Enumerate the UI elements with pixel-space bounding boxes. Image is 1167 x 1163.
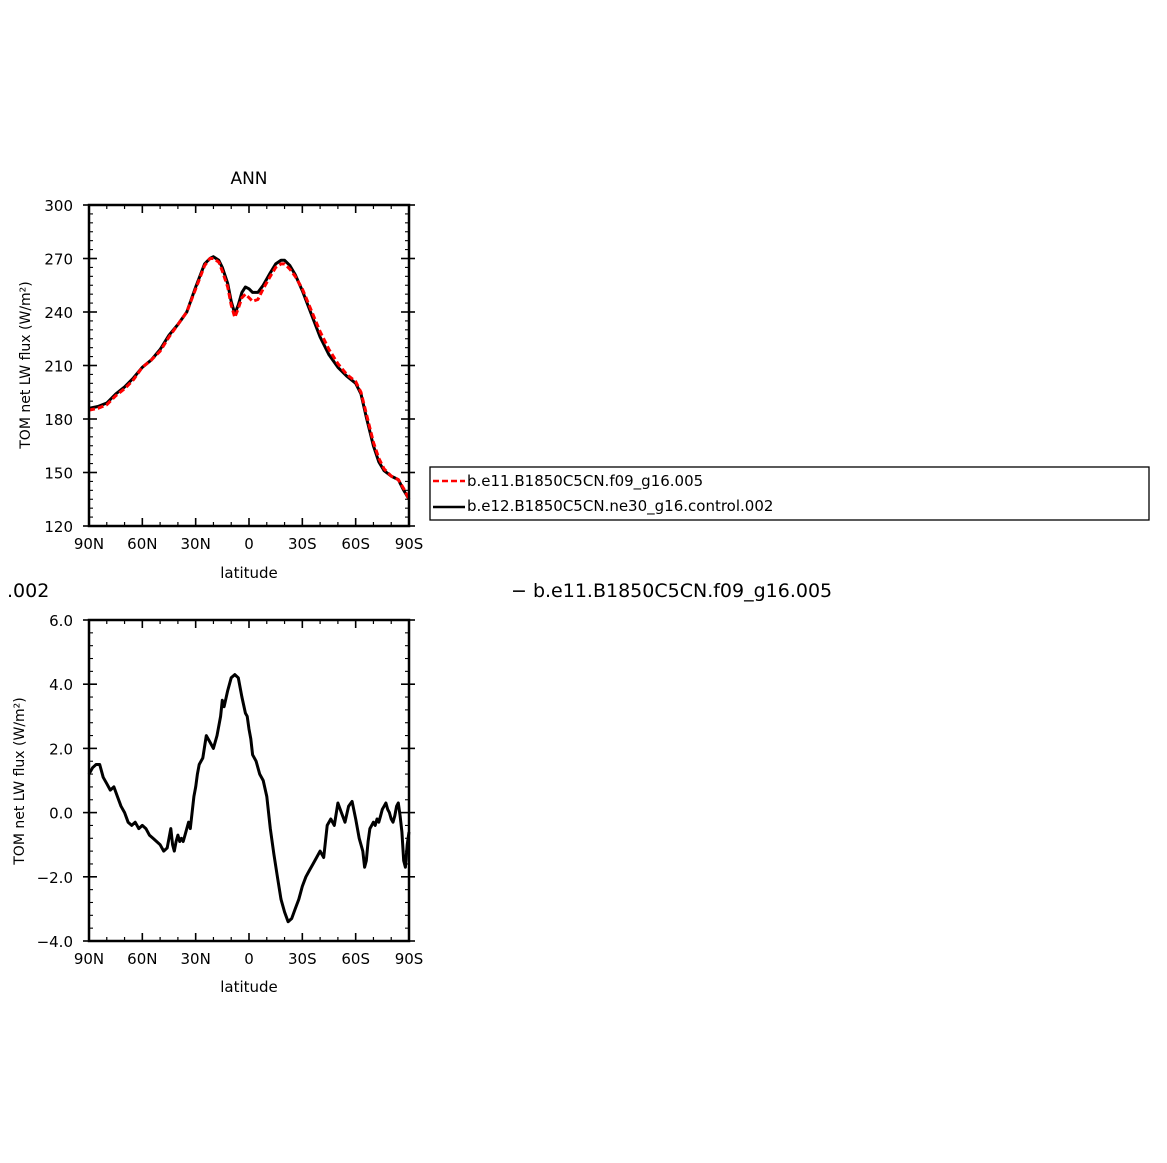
legend-label-black: b.e12.B1850C5CN.ne30_g16.control.002 [467,497,773,516]
bottom-xtick-label: 60S [341,950,370,968]
top-ytick-label: 150 [44,465,73,483]
top-panel-title: ANN [230,169,267,189]
bottom-ytick-label: 0.0 [49,805,73,823]
legend-label-red: b.e11.B1850C5CN.f09_g16.005 [467,472,703,491]
bottom-panel-xlabel: latitude [220,978,278,996]
top-panel-xlabel: latitude [220,564,278,582]
top-xtick-label: 30S [288,535,317,553]
top-panel-frame [87,203,411,528]
bottom-xtick-label: 30S [288,950,317,968]
bottom-panel-ylabel: TOM net LW flux (W/m²) [12,697,28,866]
top-xtick-label: 30N [181,535,211,553]
bottom-series-line-0 [87,673,411,924]
legend: b.e11.B1850C5CN.f09_g16.005 b.e12.B1850C… [429,466,1150,521]
bottom-xtick-label: 30N [181,950,211,968]
legend-box [429,466,1150,521]
top-panel-ylabel: TOM net LW flux (W/m²) [18,281,34,450]
difference-title-right: − b.e11.B1850C5CN.f09_g16.005 [511,580,832,602]
top-xtick-label: 0 [244,535,254,553]
bottom-xtick-label: 90N [74,950,104,968]
bottom-panel-frame [87,618,411,943]
top-panel: ANN 90N 60N 30N 0 30S 60S 90S 300 270 240 210 180 15… [18,169,423,582]
top-series-line-1 [88,255,411,501]
top-panel-ticks [83,204,415,527]
bottom-ytick-label: 2.0 [49,740,73,758]
bottom-panel-ticks [83,619,415,942]
top-ytick-label: 240 [44,304,73,322]
top-xtick-label: 90S [395,535,424,553]
difference-title-left: .002 [7,580,49,602]
bottom-panel: 90N 60N 30N 0 30S 60S 90S6.04.02.00.0−2.0−4.0 … [12,612,423,996]
bottom-panel-tick-labels: 90N 60N 30N 0 30S 60S 90S 6.0 4.0 2.0 0.0 −2.0 −4.0 [37,612,424,968]
top-panel-tick-labels: 90N 60N 30N 0 30S 60S 90S 300 270 240 210 180 150 120 [44,197,423,553]
top-ytick-label: 120 [44,518,73,536]
top-ytick-label: 270 [44,251,73,269]
bottom-ytick-label: 6.0 [49,612,73,630]
top-panel-series [88,255,411,501]
bottom-xtick-label: 0 [244,950,254,968]
top-ytick-label: 210 [44,358,73,376]
bottom-ytick-label: 4.0 [49,676,73,694]
bottom-ytick-label: −4.0 [37,933,73,951]
bottom-xtick-label: 60N [127,950,157,968]
bottom-panel-series [87,673,411,924]
top-ytick-label: 180 [44,411,73,429]
top-xtick-label: 60S [341,535,370,553]
bottom-xtick-label: 90S [395,950,424,968]
top-xtick-label: 60N [127,535,157,553]
top-xtick-label: 90N [74,535,104,553]
top-ytick-label: 300 [44,197,73,215]
top-series-line-0 [88,257,411,500]
bottom-ytick-label: −2.0 [37,869,73,887]
